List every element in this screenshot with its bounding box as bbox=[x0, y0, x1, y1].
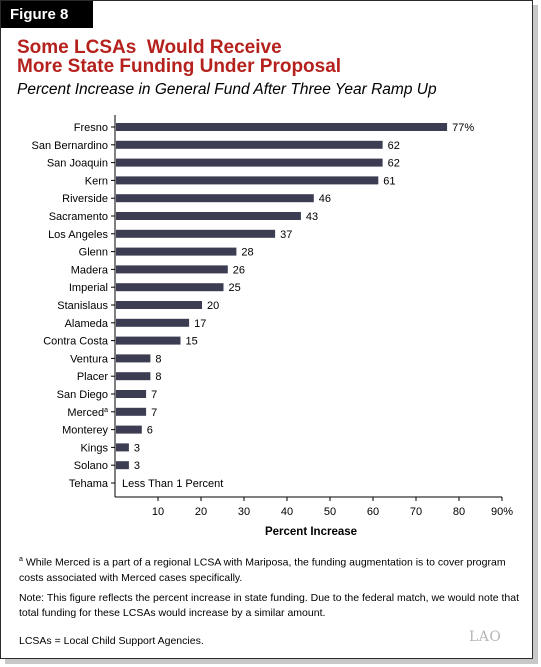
bar bbox=[116, 354, 151, 363]
bar bbox=[116, 318, 190, 327]
category-label: Alameda bbox=[65, 318, 109, 330]
category-label: Kings bbox=[80, 442, 108, 454]
data-label: 62 bbox=[388, 158, 400, 170]
chart-title: Some LCSAs Would Receive More State Fund… bbox=[17, 38, 517, 76]
x-tick-label: 80 bbox=[453, 506, 465, 518]
abbreviation-note: LCSAs = Local Child Support Agencies. bbox=[19, 635, 204, 647]
data-label: 28 bbox=[241, 247, 253, 259]
x-tick-label: 50 bbox=[324, 506, 336, 518]
category-label: Kern bbox=[85, 175, 108, 187]
category-label: Riverside bbox=[62, 193, 108, 205]
data-label: 43 bbox=[306, 211, 318, 223]
data-label: 8 bbox=[155, 371, 161, 383]
x-tick-label: 60 bbox=[367, 506, 379, 518]
footnote-marker: a bbox=[19, 556, 23, 563]
category-label: San Diego bbox=[57, 389, 108, 401]
category-label: Imperial bbox=[69, 282, 108, 294]
chart-subtitle: Percent Increase in General Fund After T… bbox=[17, 81, 437, 98]
data-label: 8 bbox=[155, 353, 161, 365]
data-label: 20 bbox=[207, 300, 219, 312]
bar bbox=[116, 140, 383, 149]
data-label: 7 bbox=[151, 389, 157, 401]
data-label: 7 bbox=[151, 407, 157, 419]
category-label: San Bernardino bbox=[32, 140, 108, 152]
category-label: Contra Costa bbox=[43, 336, 109, 348]
footnote: a While Merced is a part of a regional L… bbox=[19, 552, 519, 586]
x-tick-label: 10 bbox=[152, 506, 164, 518]
bar bbox=[116, 461, 129, 470]
category-label: Stanislaus bbox=[57, 300, 108, 312]
bar bbox=[116, 212, 301, 220]
x-tick-label: 30 bbox=[238, 506, 250, 518]
chart-title-line: Some LCSAs Would Receive bbox=[17, 37, 282, 58]
bar-chart: Fresno 77% San Bernardino 62 San Joaquin 62 Ke… bbox=[32, 115, 513, 538]
chart-title-line: More State Funding Under Proposal bbox=[17, 56, 342, 77]
data-label: 62 bbox=[388, 140, 400, 152]
data-label: Less Than 1 Percent bbox=[122, 478, 223, 490]
bar bbox=[116, 229, 276, 238]
bar bbox=[116, 407, 147, 416]
bar bbox=[116, 176, 379, 185]
x-tick-label: 20 bbox=[195, 506, 207, 518]
bar bbox=[116, 283, 224, 292]
bar bbox=[116, 390, 147, 398]
category-label: Tehama bbox=[69, 478, 109, 490]
category-label: Monterey bbox=[62, 425, 108, 437]
category-label: Solano bbox=[74, 460, 108, 472]
data-label: 61 bbox=[383, 175, 395, 187]
bar bbox=[116, 372, 151, 381]
data-label: 3 bbox=[134, 442, 140, 454]
category-label: San Joaquin bbox=[47, 158, 108, 170]
x-tick-label: 70 bbox=[410, 506, 422, 518]
data-label: 15 bbox=[186, 336, 198, 348]
data-label: 3 bbox=[134, 460, 140, 472]
data-label: 46 bbox=[319, 193, 331, 205]
data-label: 26 bbox=[233, 264, 245, 276]
data-label: 37 bbox=[280, 229, 292, 241]
figure-frame: Figure 8 Some LCSAs Would Receive More S… bbox=[0, 0, 533, 659]
x-tick-label: 40 bbox=[281, 506, 293, 518]
bar bbox=[116, 443, 129, 452]
bar bbox=[116, 194, 314, 203]
figure-note: Note: This figure reflects the percent i… bbox=[19, 592, 520, 619]
data-label: 6 bbox=[147, 425, 153, 437]
bar bbox=[116, 336, 181, 345]
category-label: Fresno bbox=[74, 122, 108, 134]
data-label: 25 bbox=[229, 282, 241, 294]
category-label: Placer bbox=[77, 371, 109, 383]
figure-label: Figure 8 bbox=[1, 1, 93, 28]
category-label: Glenn bbox=[79, 247, 108, 259]
x-tick-label: 90% bbox=[491, 506, 513, 518]
category-label: Ventura bbox=[70, 353, 109, 365]
data-label: 17 bbox=[194, 318, 206, 330]
bar bbox=[116, 425, 142, 434]
bar bbox=[116, 247, 237, 256]
footnote-text: While Merced is a part of a regional LCS… bbox=[19, 556, 506, 584]
category-label: Madera bbox=[71, 264, 109, 276]
x-axis-title: Percent Increase bbox=[265, 526, 357, 538]
bar bbox=[116, 301, 202, 309]
data-label: 77% bbox=[452, 122, 474, 134]
category-label: Sacramento bbox=[49, 211, 108, 223]
bar bbox=[116, 123, 448, 131]
lao-logo: LAO bbox=[469, 629, 502, 645]
bar bbox=[116, 158, 383, 167]
category-label: Merceda bbox=[67, 407, 108, 419]
category-label: Los Angeles bbox=[48, 229, 108, 241]
bar bbox=[116, 265, 228, 274]
